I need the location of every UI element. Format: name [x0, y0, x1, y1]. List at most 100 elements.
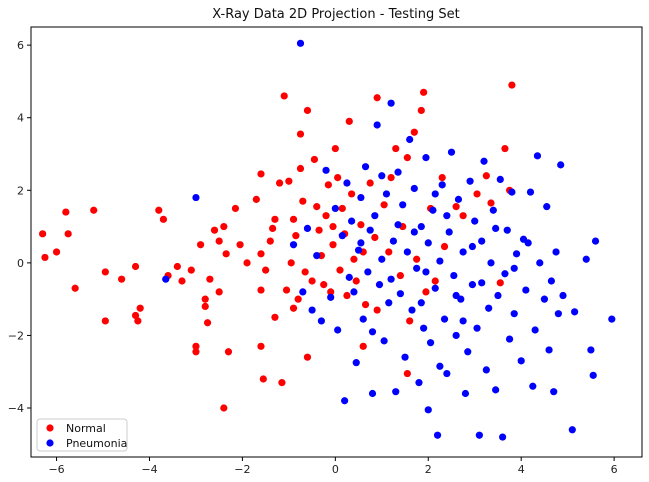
- data-point: [231, 204, 240, 213]
- data-point: [301, 268, 309, 276]
- data-point: [403, 248, 411, 256]
- data-point: [303, 106, 312, 115]
- legend-label: Pneumonia: [66, 437, 127, 450]
- data-point: [387, 173, 395, 182]
- data-point: [510, 310, 518, 318]
- data-point: [487, 199, 495, 207]
- data-point: [454, 195, 463, 203]
- legend-box: [36, 418, 128, 452]
- data-point: [466, 177, 474, 185]
- x-tick-label: −2: [234, 463, 250, 476]
- data-point: [201, 302, 209, 311]
- data-point: [289, 304, 298, 312]
- data-point: [136, 304, 144, 312]
- data-point: [192, 193, 200, 202]
- data-point: [531, 326, 539, 334]
- data-point: [482, 366, 490, 374]
- data-point: [459, 317, 467, 325]
- x-tick-label: 6: [611, 463, 618, 476]
- x-tick-label: 2: [425, 463, 432, 476]
- data-point: [368, 389, 377, 398]
- data-point: [410, 128, 418, 136]
- data-point: [373, 121, 381, 129]
- data-point: [345, 117, 353, 125]
- x-tick-label: 4: [518, 463, 525, 476]
- data-point: [517, 357, 525, 365]
- data-point: [380, 337, 388, 345]
- data-point: [447, 148, 456, 156]
- data-point: [394, 221, 402, 229]
- data-point: [452, 331, 460, 340]
- data-point: [559, 291, 567, 300]
- data-point: [429, 206, 437, 214]
- data-point: [526, 188, 535, 196]
- data-point: [482, 172, 490, 180]
- data-point: [587, 346, 595, 354]
- data-point: [159, 215, 168, 223]
- data-point: [480, 157, 488, 165]
- data-point: [310, 155, 319, 164]
- data-point: [366, 179, 374, 187]
- data-point: [536, 259, 544, 267]
- data-point: [366, 226, 374, 234]
- data-point: [571, 308, 579, 316]
- data-point: [303, 353, 312, 361]
- data-point: [206, 275, 214, 283]
- data-point: [354, 246, 363, 254]
- data-point: [389, 237, 398, 245]
- data-point: [269, 224, 277, 232]
- data-point: [508, 81, 516, 89]
- data-point: [134, 317, 142, 325]
- data-point: [512, 250, 521, 258]
- data-point: [262, 266, 270, 274]
- data-point: [39, 230, 47, 238]
- data-point: [196, 241, 205, 249]
- data-point: [299, 288, 307, 296]
- data-point: [403, 369, 411, 378]
- y-tick-label: 4: [17, 112, 24, 125]
- data-point: [473, 324, 481, 332]
- data-point: [424, 406, 432, 414]
- data-point: [608, 315, 616, 323]
- data-point: [375, 281, 384, 289]
- data-point: [348, 190, 356, 198]
- data-point: [222, 250, 230, 258]
- data-point: [401, 353, 409, 361]
- data-point: [266, 237, 274, 245]
- data-point: [468, 281, 477, 289]
- data-point: [324, 181, 332, 189]
- data-point: [436, 362, 444, 370]
- data-point: [322, 166, 330, 174]
- chart-title: X-Ray Data 2D Projection - Testing Set: [212, 7, 460, 22]
- data-point: [422, 154, 430, 162]
- data-point: [413, 264, 421, 272]
- data-point: [341, 397, 349, 405]
- data-point: [131, 311, 140, 320]
- data-point: [62, 208, 70, 216]
- data-point: [215, 288, 223, 296]
- data-point: [357, 239, 365, 247]
- data-point: [257, 170, 265, 178]
- data-point: [471, 217, 479, 225]
- data-point: [313, 203, 321, 211]
- y-axis: −4 −2 0 2 4 6: [8, 39, 31, 415]
- data-point: [505, 335, 514, 343]
- data-point: [589, 371, 597, 379]
- data-point: [155, 206, 163, 214]
- data-point: [317, 317, 325, 325]
- data-point: [461, 389, 470, 398]
- data-point: [278, 379, 286, 387]
- data-point: [557, 161, 565, 169]
- data-point: [52, 248, 61, 256]
- data-point: [285, 177, 293, 185]
- data-point: [357, 221, 365, 229]
- data-point: [494, 291, 502, 300]
- data-point: [336, 266, 344, 274]
- data-point: [350, 288, 358, 296]
- data-point: [450, 271, 458, 280]
- data-point: [359, 342, 367, 350]
- series-normal: [39, 81, 516, 412]
- data-point: [315, 226, 323, 234]
- data-point: [294, 295, 302, 303]
- data-point: [236, 241, 244, 249]
